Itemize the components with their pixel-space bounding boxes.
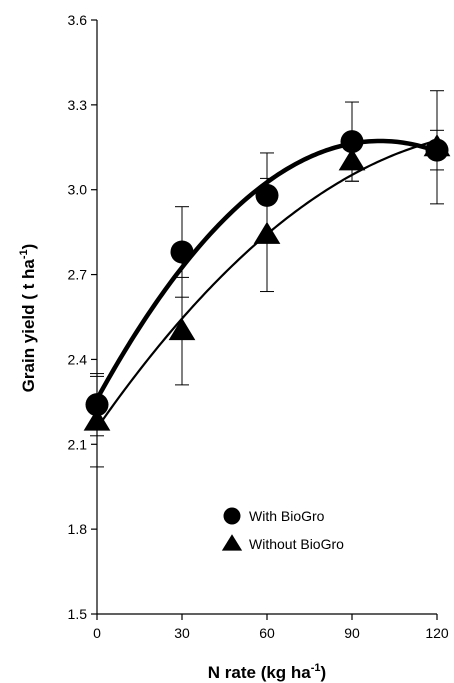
with-biogro-point (85, 393, 109, 417)
without-biogro-legend-label: Without BioGro (249, 536, 344, 552)
error-bars (90, 90, 444, 468)
without-biogro-legend-marker (221, 534, 243, 551)
without-biogro-point (168, 317, 196, 341)
data-markers (83, 130, 451, 431)
without-biogro-point (253, 221, 281, 244)
y-tick-label: 2.1 (68, 436, 88, 452)
with-biogro-legend-label: With BioGro (249, 508, 325, 524)
y-tick-label: 3.6 (68, 12, 88, 28)
y-tick-label: 1.8 (68, 521, 88, 537)
x-tick-label: 30 (174, 625, 190, 641)
with-biogro-legend-marker (223, 507, 241, 525)
with-biogro-fit-curve (95, 138, 438, 401)
x-axis-label: N rate (kg ha-1) (208, 662, 326, 682)
y-tick-label: 2.4 (68, 351, 88, 367)
y-tick-label: 3.0 (68, 182, 88, 198)
x-tick-label: 60 (259, 625, 275, 641)
y-tick-label: 2.7 (68, 267, 88, 283)
y-tick-label: 1.5 (68, 606, 88, 622)
without-biogro-point (83, 408, 111, 431)
x-tick-label: 90 (344, 625, 360, 641)
y-tick-label: 3.3 (68, 97, 88, 113)
x-tick-label: 0 (93, 625, 101, 641)
without-biogro-point (423, 134, 451, 157)
without-biogro-point (338, 148, 366, 171)
with-biogro-point (170, 240, 194, 264)
x-tick-label: 120 (425, 625, 449, 641)
axes: 1.5 1.8 2.1 2.4 2.7 3.0 3.3 3.6 0 30 60 90 120 (68, 12, 449, 641)
y-axis-label: Grain yield ( t ha-1) (18, 244, 38, 393)
with-biogro-point (255, 183, 279, 207)
with-biogro-point (340, 130, 364, 154)
legend: With BioGro Without BioGro (221, 507, 344, 552)
